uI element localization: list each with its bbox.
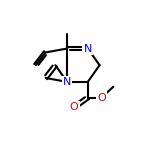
Text: N: N — [84, 43, 92, 54]
Text: N: N — [63, 77, 71, 87]
Text: O: O — [70, 102, 78, 112]
Text: O: O — [97, 93, 106, 103]
